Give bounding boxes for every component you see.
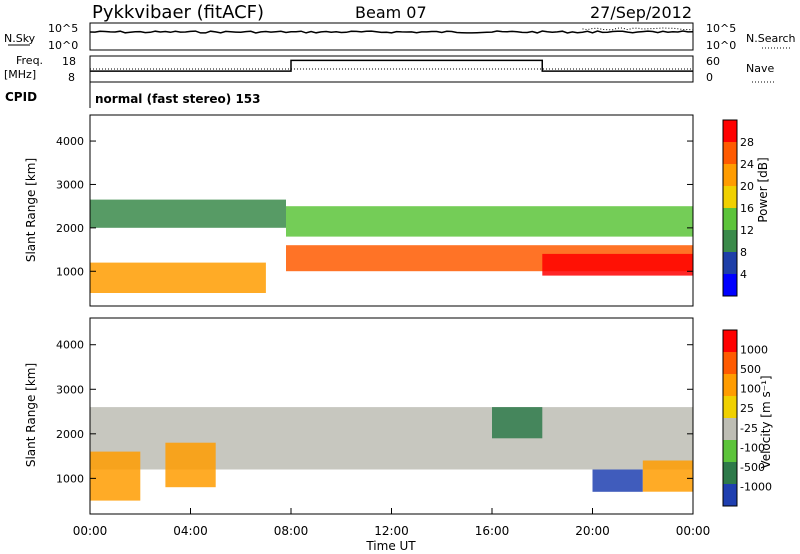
- nave-label: Nave: [746, 62, 774, 75]
- power-band-4: [542, 253, 694, 276]
- power-panel-frame: [89, 114, 694, 307]
- nsearch-tick-low: 10^0: [706, 39, 736, 52]
- freq-label: Freq.: [16, 54, 43, 67]
- power-colorbar-swatch-6: [723, 142, 737, 164]
- time-axis-ticks: 00:00 04:00 08:00 12:00 16:00 20:00 00:00: [73, 508, 711, 538]
- power-colorbar-tick-4: 12: [740, 224, 754, 237]
- velocity-colorbar-tick-0: 1000: [740, 344, 768, 357]
- power-ytick-label-2: 2000: [56, 222, 84, 235]
- time-tick-label-4: 16:00: [475, 524, 510, 538]
- plot-title: Pykkvibaer (fitACF): [92, 2, 264, 23]
- power-colorbar: 28 24 20 16 12 8 4: [722, 119, 754, 297]
- power-ytick-label-1: 3000: [56, 178, 84, 191]
- velocity-band-5: [642, 460, 694, 492]
- velocity-colorbar-tick-2: 100: [740, 383, 761, 396]
- velocity-colorbar-swatch-6: [723, 352, 737, 374]
- time-axis-label: Time UT: [365, 539, 416, 553]
- power-ytick-label-3: 1000: [56, 265, 84, 278]
- power-colorbar-frame: [722, 119, 738, 297]
- velocity-colorbar: 1000 500 100 25 -25 -100 -500 -1000: [722, 329, 772, 507]
- time-tick-label-3: 12:00: [374, 524, 409, 538]
- power-colorbar-swatch-0: [723, 274, 737, 296]
- velocity-colorbar-swatch-0: [723, 484, 737, 506]
- power-ytick-label-0: 4000: [56, 135, 84, 148]
- nsky-trace: [89, 30, 694, 34]
- nave-tick-high: 60: [706, 55, 720, 68]
- power-colorbar-swatch-5: [723, 164, 737, 186]
- velocity-band-3: [492, 407, 543, 439]
- cpid-label: CPID: [5, 90, 37, 104]
- nsky-panel-frame: [89, 22, 694, 51]
- velocity-colorbar-tick-4: -25: [740, 422, 758, 435]
- velocity-colorbar-tick-3: 25: [740, 402, 754, 415]
- velocity-colorbar-swatch-4: [723, 396, 737, 418]
- power-colorbar-tick-5: 8: [740, 246, 747, 259]
- nave-trace: [90, 59, 693, 72]
- nsky-label: N.Sky: [4, 32, 36, 45]
- power-y-ticks: 4000 3000 2000 1000: [56, 135, 693, 278]
- power-colorbar-tick-2: 20: [740, 180, 754, 193]
- power-colorbar-swatch-7: [723, 120, 737, 142]
- velocity-ytick-label-0: 4000: [56, 339, 84, 352]
- power-colorbar-tick-6: 4: [740, 268, 747, 281]
- power-colorbar-label: Power [dB]: [756, 157, 770, 222]
- velocity-ytick-label-3: 1000: [56, 472, 84, 485]
- time-tick-label-1: 04:00: [173, 524, 208, 538]
- nsearch-tick-high: 10^5: [706, 22, 736, 35]
- freq-tick-low: 8: [68, 71, 75, 84]
- velocity-colorbar-tick-5: -100: [740, 441, 765, 454]
- nsearch-trace: [582, 27, 694, 31]
- velocity-band-2: [165, 442, 216, 488]
- velocity-colorbar-swatch-2: [723, 440, 737, 462]
- power-band-1: [286, 206, 693, 237]
- velocity-colorbar-swatch-5: [723, 374, 737, 396]
- velocity-ytick-label-2: 2000: [56, 428, 84, 441]
- velocity-y-axis-label: Slant Range [km]: [24, 363, 38, 467]
- velocity-heatmap: [90, 407, 694, 501]
- power-colorbar-swatch-4: [723, 186, 737, 208]
- power-band-0: [90, 199, 286, 228]
- power-colorbar-tick-1: 24: [740, 158, 754, 171]
- power-colorbar-swatch-1: [723, 252, 737, 274]
- time-tick-label-5: 20:00: [575, 524, 610, 538]
- power-y-axis-label: Slant Range [km]: [24, 158, 38, 262]
- velocity-ytick-label-1: 3000: [56, 383, 84, 396]
- cpid-text: normal (fast stereo) 153: [95, 92, 261, 106]
- nsky-tick-low: 10^0: [48, 39, 78, 52]
- nsearch-label: N.Search: [746, 32, 796, 45]
- time-tick-label-2: 08:00: [274, 524, 309, 538]
- time-tick-label-6: 00:00: [676, 524, 711, 538]
- velocity-band-1: [90, 451, 141, 501]
- freq-tick-high: 18: [62, 55, 76, 68]
- velocity-colorbar-tick-6: -500: [740, 461, 765, 474]
- power-colorbar-tick-3: 16: [740, 202, 754, 215]
- nave-tick-low: 0: [706, 71, 713, 84]
- velocity-y-ticks: 4000 3000 2000 1000: [56, 339, 693, 485]
- power-heatmap: [90, 199, 694, 293]
- freq-unit-label: [MHz]: [4, 68, 36, 81]
- nsky-tick-high: 10^5: [48, 22, 78, 35]
- beam-label: Beam 07: [355, 3, 427, 22]
- time-tick-label-0: 00:00: [73, 524, 108, 538]
- velocity-colorbar-swatch-7: [723, 330, 737, 352]
- velocity-colorbar-swatch-3: [723, 418, 737, 440]
- power-colorbar-swatch-3: [723, 208, 737, 230]
- power-colorbar-swatch-2: [723, 230, 737, 252]
- velocity-colorbar-swatch-1: [723, 462, 737, 484]
- power-colorbar-tick-0: 28: [740, 136, 754, 149]
- velocity-colorbar-tick-1: 500: [740, 363, 761, 376]
- velocity-colorbar-tick-7: -1000: [740, 480, 772, 493]
- power-band-3: [90, 262, 266, 293]
- velocity-colorbar-frame: [722, 329, 738, 507]
- date-label: 27/Sep/2012: [590, 3, 692, 22]
- velocity-band-4: [592, 469, 643, 492]
- velocity-colorbar-label: Velocity [m s⁻¹]: [759, 375, 773, 468]
